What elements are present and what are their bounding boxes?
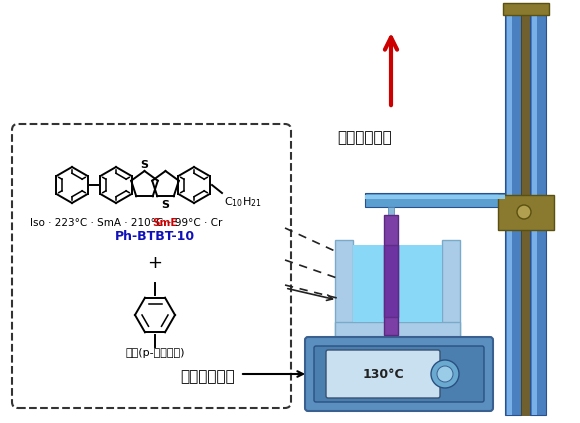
FancyBboxPatch shape [314,346,484,402]
Text: Iso · 223°C · SmA · 210°C ·: Iso · 223°C · SmA · 210°C · [30,218,173,228]
Text: SmE: SmE [152,218,177,228]
Text: · 99°C · Cr: · 99°C · Cr [165,218,222,228]
Text: 溶媒(p-キシレン): 溶媒(p-キシレン) [125,348,185,358]
Bar [507,5,512,415]
Bar [335,322,460,340]
Text: Ph-BTBT-10: Ph-BTBT-10 [115,230,195,243]
Circle shape [431,360,459,388]
Bar [365,195,505,199]
Bar [384,245,398,317]
Bar [530,5,546,415]
Text: 加熱ステージ: 加熱ステージ [180,369,235,384]
Text: S: S [140,160,148,170]
Text: 130°C: 130°C [362,368,404,381]
Bar [521,5,530,415]
Bar [498,195,554,230]
Bar [353,245,442,322]
Text: $\mathregular{C_{10}H_{21}}$: $\mathregular{C_{10}H_{21}}$ [224,195,262,209]
Circle shape [437,366,453,382]
Bar [335,240,353,340]
Bar [505,5,521,415]
Bar [365,193,505,207]
Text: +: + [147,254,162,272]
Bar [503,3,549,15]
Bar [532,5,537,415]
FancyBboxPatch shape [12,124,291,408]
Text: 引き上げ方向: 引き上げ方向 [337,130,392,145]
Circle shape [517,205,531,219]
FancyBboxPatch shape [305,337,493,411]
Bar [388,207,394,245]
Bar [442,240,460,340]
Bar [384,215,398,335]
FancyBboxPatch shape [326,350,440,398]
Text: S: S [161,200,169,210]
